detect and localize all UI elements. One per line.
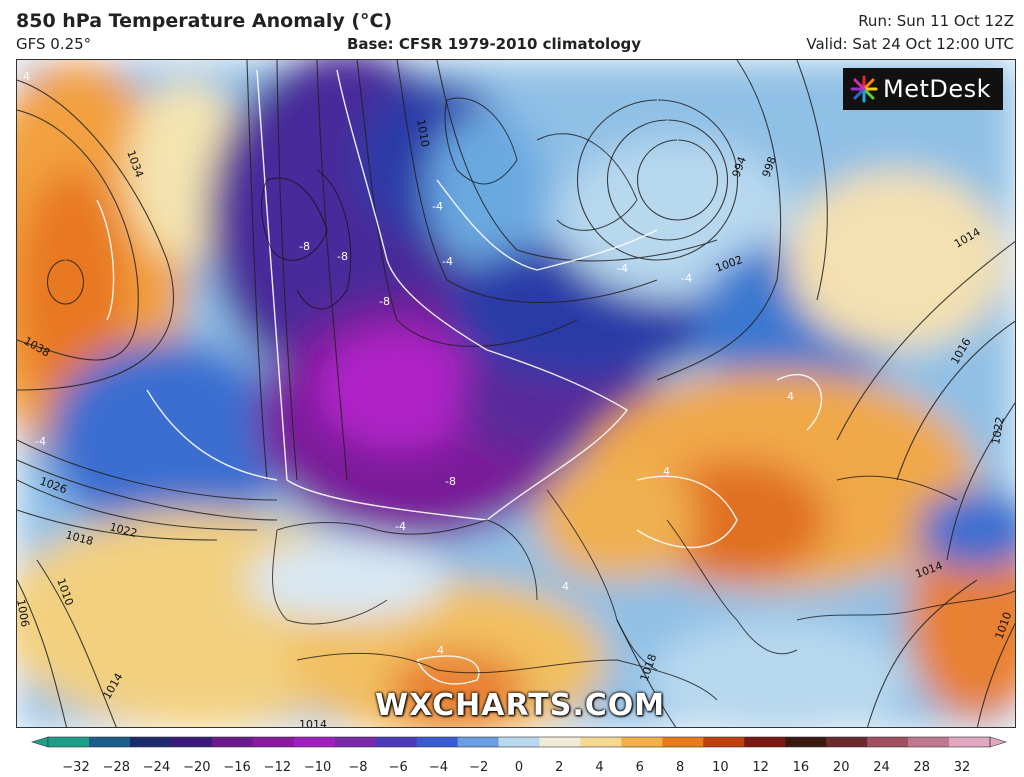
colorbar-segment xyxy=(457,737,500,747)
anomaly-label: -4 xyxy=(395,520,406,533)
model-label: GFS 0.25° xyxy=(16,35,92,53)
anomaly-label: 4 xyxy=(437,644,444,657)
map-canvas: 1034 1038 1026 1022 1018 1010 1006 1014 … xyxy=(17,60,1015,728)
anomaly-label: -8 xyxy=(299,240,310,253)
anomaly-label: -8 xyxy=(379,295,390,308)
colorbar-tick-label: 4 xyxy=(595,760,603,775)
anomaly-label: -4 xyxy=(35,435,46,448)
metdesk-logo-text: MetDesk xyxy=(883,75,992,103)
anomaly-label: -4 xyxy=(617,262,628,275)
anomaly-map: 1034 1038 1026 1022 1018 1010 1006 1014 … xyxy=(16,59,1016,728)
valid-time-label: Valid: Sat 24 Oct 12:00 UTC xyxy=(806,35,1014,53)
colorbar-tick-label: −16 xyxy=(223,760,250,775)
anomaly-label: -4 xyxy=(681,272,692,285)
colorbar-segment xyxy=(867,737,909,747)
anomaly-label: 4 xyxy=(562,580,569,593)
anomaly-label: -8 xyxy=(337,250,348,263)
colorbar-segment xyxy=(48,737,90,747)
chart-header: 850 hPa Temperature Anomaly (°C) GFS 0.2… xyxy=(0,0,1024,58)
colorbar-segment xyxy=(416,737,459,747)
isobar-label: 1022 xyxy=(989,416,1007,446)
isobar-label: 1014 xyxy=(299,718,327,728)
colorbar-segment xyxy=(211,737,254,747)
colorbar-segment xyxy=(375,737,418,747)
metdesk-logo: MetDesk xyxy=(843,68,1003,110)
colorbar-segment xyxy=(129,737,172,747)
colorbar-tick-label: −2 xyxy=(469,760,488,775)
colorbar-tick-label: 12 xyxy=(752,760,769,775)
colorbar-tick-label: 28 xyxy=(913,760,930,775)
anomaly-field xyxy=(17,60,1015,727)
climatology-base-label: Base: CFSR 1979-2010 climatology xyxy=(347,35,642,53)
colorbar-segments xyxy=(30,736,1008,748)
anomaly-label: 4 xyxy=(787,390,794,403)
wxcharts-watermark: WXCHARTS.COM xyxy=(375,688,666,723)
colorbar-tick-label: 10 xyxy=(712,760,729,775)
colorbar-tick-label: 8 xyxy=(676,760,684,775)
colorbar-tick-label: 16 xyxy=(793,760,810,775)
colorbar-segment xyxy=(539,737,582,747)
colorbar-tick-label: 32 xyxy=(954,760,971,775)
colorbar-segment xyxy=(334,737,377,747)
coastlines xyxy=(261,97,1015,701)
colorbar-left-arrow xyxy=(30,736,49,748)
colorbar-tick-label: 20 xyxy=(833,760,850,775)
isobar-label: 1006 xyxy=(17,598,32,628)
anomaly-label: -8 xyxy=(445,475,456,488)
colorbar: −32 −28 −24 −20 −16 −12 −10 −8 −6 −4 −2 0 2 4 6 8 10 12 16… xyxy=(30,736,1008,775)
colorbar-tick-label: 0 xyxy=(515,760,523,775)
colorbar-segment xyxy=(88,737,131,747)
colorbar-segment xyxy=(785,737,827,747)
colorbar-tick-label: −24 xyxy=(143,760,170,775)
colorbar-border xyxy=(47,736,991,748)
colorbar-ticks: −32 −28 −24 −20 −16 −12 −10 −8 −6 −4 −2 0 2 4 6 8 10 12 16… xyxy=(62,760,970,775)
anomaly-label: 4 xyxy=(663,465,670,478)
anomaly-contours xyxy=(96,69,823,685)
anomaly-label: -4 xyxy=(432,200,443,213)
colorbar-tick-label: −20 xyxy=(183,760,210,775)
colorbar-right-arrow xyxy=(989,736,1008,748)
colorbar-segment xyxy=(170,737,213,747)
colorbar-segment xyxy=(621,737,663,747)
isobar-label: 1010 xyxy=(414,118,432,148)
colorbar-segment xyxy=(580,737,622,747)
colorbar-tick-label: −10 xyxy=(304,760,331,775)
colorbar-segment xyxy=(498,737,541,747)
colorbar-segment xyxy=(949,737,991,747)
colorbar-tick-label: −6 xyxy=(389,760,408,775)
colorbar-tick-label: −32 xyxy=(62,760,89,775)
colorbar-tick-label: 6 xyxy=(636,760,644,775)
colorbar-segment xyxy=(703,737,745,747)
isobar-lines xyxy=(17,60,1015,727)
colorbar-tick-label: 2 xyxy=(555,760,563,775)
chart-title: 850 hPa Temperature Anomaly (°C) xyxy=(16,10,393,32)
colorbar-tick-label: −8 xyxy=(348,760,367,775)
colorbar-tick-label: −12 xyxy=(264,760,291,775)
anomaly-label: -4 xyxy=(442,255,453,268)
anomaly-labels: 4 -8 -8 -8 -4 -4 -4 -4 -8 -4 4 4 4 -4 4 xyxy=(23,70,794,657)
colorbar-tick-label: −28 xyxy=(103,760,130,775)
metdesk-burst-icon xyxy=(850,75,878,103)
colorbar-segment xyxy=(908,737,950,747)
colorbar-segment xyxy=(293,737,336,747)
colorbar-segment xyxy=(744,737,786,747)
colorbar-segment xyxy=(252,737,295,747)
colorbar-segment xyxy=(662,737,704,747)
colorbar-tick-label: −4 xyxy=(429,760,448,775)
colorbar-segment xyxy=(826,737,868,747)
anomaly-label: 4 xyxy=(23,70,30,83)
colorbar-tick-label: 24 xyxy=(873,760,890,775)
run-label: Run: Sun 11 Oct 12Z xyxy=(858,12,1014,30)
